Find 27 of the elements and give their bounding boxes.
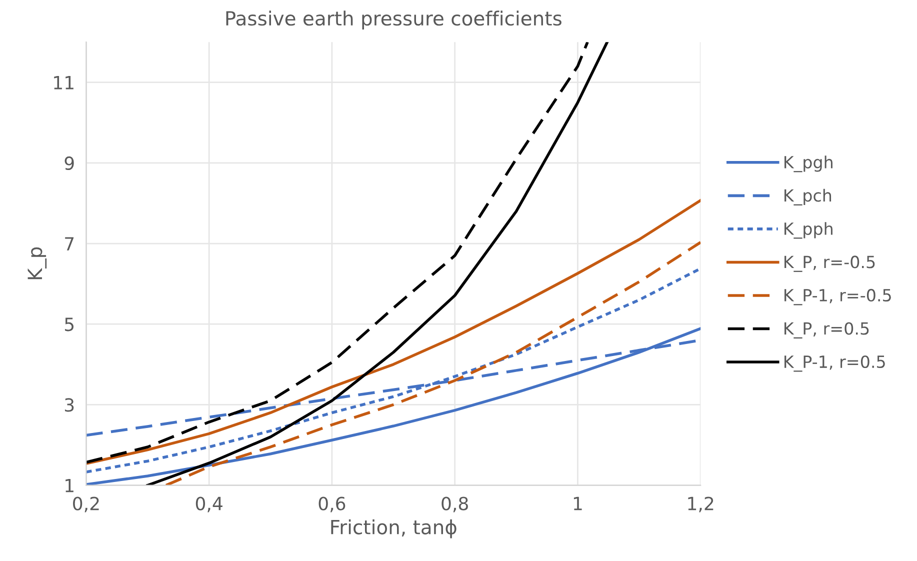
x-tick-label: 1: [574, 496, 582, 510]
x-tick-label: 0,2: [73, 496, 99, 512]
y-tick-label: 7: [65, 237, 74, 250]
y-tick-label: 5: [64, 318, 74, 332]
line-series: [86, 42, 589, 464]
y-tick-label: 1: [66, 478, 74, 492]
line-series: [86, 199, 701, 465]
x-tick-label: 0,8: [442, 496, 468, 512]
legend-label: K_P-1, r=0.5: [784, 355, 885, 372]
y-tick-label: 11: [54, 76, 74, 90]
line-series: [164, 240, 701, 486]
legend-label: K_P-1, r=-0.5: [784, 288, 891, 306]
chart-title: Passive earth pressure coefficients: [226, 10, 562, 30]
line-series: [146, 42, 609, 486]
x-tick-label: 0,6: [318, 496, 346, 512]
x-axis-title: Friction, tanϕ: [331, 519, 456, 538]
line-series: [86, 267, 701, 474]
legend-label: K_pch: [784, 188, 832, 206]
y-tick-label: 3: [64, 398, 74, 412]
legend-label: K_P, r=0.5: [784, 322, 869, 338]
x-tick-label: 1,2: [688, 496, 714, 512]
legend-label: K_pgh: [784, 156, 832, 172]
legend-label: K_P, r=-0.5: [784, 256, 875, 272]
y-axis-title: K_p: [28, 247, 47, 280]
legend-label: K_pph: [784, 222, 832, 239]
y-tick-label: 9: [64, 156, 74, 170]
x-tick-label: 0,4: [196, 496, 222, 512]
